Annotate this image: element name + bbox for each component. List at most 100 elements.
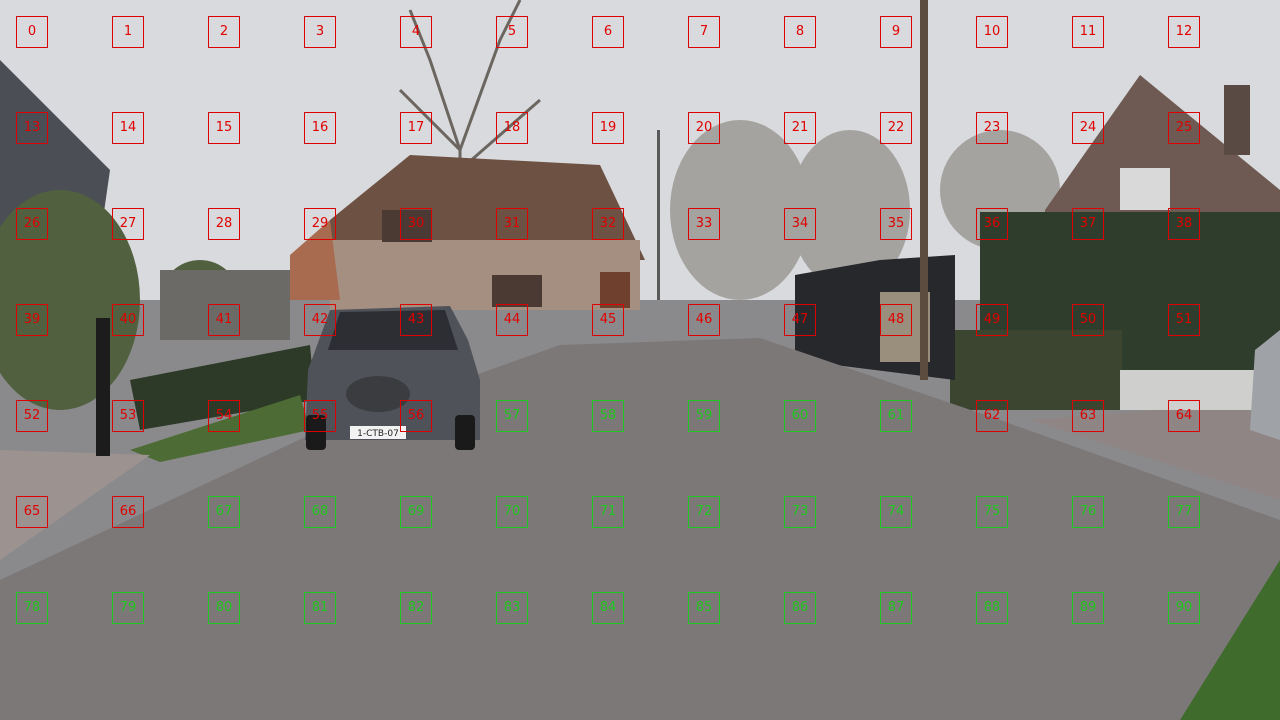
grid-cell-44[interactable]: 44 xyxy=(496,304,528,336)
grid-cell-83[interactable]: 83 xyxy=(496,592,528,624)
grid-cell-4[interactable]: 4 xyxy=(400,16,432,48)
black-post xyxy=(96,318,110,456)
grid-cell-0[interactable]: 0 xyxy=(16,16,48,48)
grid-cell-90[interactable]: 90 xyxy=(1168,592,1200,624)
grid-cell-33[interactable]: 33 xyxy=(688,208,720,240)
grid-cell-39[interactable]: 39 xyxy=(16,304,48,336)
grid-cell-7[interactable]: 7 xyxy=(688,16,720,48)
grid-cell-62[interactable]: 62 xyxy=(976,400,1008,432)
grid-cell-46[interactable]: 46 xyxy=(688,304,720,336)
grid-cell-73[interactable]: 73 xyxy=(784,496,816,528)
grid-cell-21[interactable]: 21 xyxy=(784,112,816,144)
grid-cell-48[interactable]: 48 xyxy=(880,304,912,336)
grid-cell-36[interactable]: 36 xyxy=(976,208,1008,240)
grid-cell-78[interactable]: 78 xyxy=(16,592,48,624)
grid-cell-79[interactable]: 79 xyxy=(112,592,144,624)
grid-cell-40[interactable]: 40 xyxy=(112,304,144,336)
grid-cell-28[interactable]: 28 xyxy=(208,208,240,240)
grid-cell-8[interactable]: 8 xyxy=(784,16,816,48)
grid-cell-31[interactable]: 31 xyxy=(496,208,528,240)
grid-cell-64[interactable]: 64 xyxy=(1168,400,1200,432)
grid-cell-59[interactable]: 59 xyxy=(688,400,720,432)
grid-cell-1[interactable]: 1 xyxy=(112,16,144,48)
grid-cell-56[interactable]: 56 xyxy=(400,400,432,432)
grid-cell-72[interactable]: 72 xyxy=(688,496,720,528)
grid-cell-20[interactable]: 20 xyxy=(688,112,720,144)
grid-cell-51[interactable]: 51 xyxy=(1168,304,1200,336)
grid-cell-61[interactable]: 61 xyxy=(880,400,912,432)
grid-cell-3[interactable]: 3 xyxy=(304,16,336,48)
grid-cell-32[interactable]: 32 xyxy=(592,208,624,240)
grid-cell-30[interactable]: 30 xyxy=(400,208,432,240)
grid-cell-55[interactable]: 55 xyxy=(304,400,336,432)
grid-cell-69[interactable]: 69 xyxy=(400,496,432,528)
grid-cell-47[interactable]: 47 xyxy=(784,304,816,336)
grid-cell-53[interactable]: 53 xyxy=(112,400,144,432)
grid-cell-27[interactable]: 27 xyxy=(112,208,144,240)
grid-cell-11[interactable]: 11 xyxy=(1072,16,1104,48)
grid-cell-68[interactable]: 68 xyxy=(304,496,336,528)
grid-cell-17[interactable]: 17 xyxy=(400,112,432,144)
grid-cell-70[interactable]: 70 xyxy=(496,496,528,528)
grid-cell-34[interactable]: 34 xyxy=(784,208,816,240)
grid-cell-23[interactable]: 23 xyxy=(976,112,1008,144)
grid-cell-49[interactable]: 49 xyxy=(976,304,1008,336)
bare-tree xyxy=(398,0,541,310)
right-low-hedge xyxy=(950,330,1122,410)
grid-cell-5[interactable]: 5 xyxy=(496,16,528,48)
grid-cell-14[interactable]: 14 xyxy=(112,112,144,144)
grid-cell-85[interactable]: 85 xyxy=(688,592,720,624)
grid-cell-38[interactable]: 38 xyxy=(1168,208,1200,240)
grid-cell-80[interactable]: 80 xyxy=(208,592,240,624)
grid-cell-71[interactable]: 71 xyxy=(592,496,624,528)
grid-cell-15[interactable]: 15 xyxy=(208,112,240,144)
grid-cell-43[interactable]: 43 xyxy=(400,304,432,336)
grid-cell-82[interactable]: 82 xyxy=(400,592,432,624)
grid-cell-10[interactable]: 10 xyxy=(976,16,1008,48)
grid-cell-75[interactable]: 75 xyxy=(976,496,1008,528)
utility-pole xyxy=(920,0,928,380)
grid-cell-13[interactable]: 13 xyxy=(16,112,48,144)
grid-cell-2[interactable]: 2 xyxy=(208,16,240,48)
grid-cell-84[interactable]: 84 xyxy=(592,592,624,624)
grid-cell-26[interactable]: 26 xyxy=(16,208,48,240)
grid-cell-89[interactable]: 89 xyxy=(1072,592,1104,624)
grid-cell-87[interactable]: 87 xyxy=(880,592,912,624)
grid-cell-22[interactable]: 22 xyxy=(880,112,912,144)
grid-cell-76[interactable]: 76 xyxy=(1072,496,1104,528)
grid-cell-25[interactable]: 25 xyxy=(1168,112,1200,144)
grid-cell-60[interactable]: 60 xyxy=(784,400,816,432)
grid-cell-50[interactable]: 50 xyxy=(1072,304,1104,336)
left-sidewalk xyxy=(0,450,150,560)
grid-cell-9[interactable]: 9 xyxy=(880,16,912,48)
right-sidewalk xyxy=(1030,400,1280,500)
grid-cell-52[interactable]: 52 xyxy=(16,400,48,432)
grid-cell-6[interactable]: 6 xyxy=(592,16,624,48)
grid-cell-12[interactable]: 12 xyxy=(1168,16,1200,48)
grid-cell-54[interactable]: 54 xyxy=(208,400,240,432)
grid-cell-74[interactable]: 74 xyxy=(880,496,912,528)
grid-cell-81[interactable]: 81 xyxy=(304,592,336,624)
grid-cell-18[interactable]: 18 xyxy=(496,112,528,144)
grid-cell-67[interactable]: 67 xyxy=(208,496,240,528)
grid-cell-41[interactable]: 41 xyxy=(208,304,240,336)
grid-cell-77[interactable]: 77 xyxy=(1168,496,1200,528)
grid-cell-58[interactable]: 58 xyxy=(592,400,624,432)
grid-cell-24[interactable]: 24 xyxy=(1072,112,1104,144)
grid-cell-37[interactable]: 37 xyxy=(1072,208,1104,240)
grid-cell-57[interactable]: 57 xyxy=(496,400,528,432)
grid-cell-42[interactable]: 42 xyxy=(304,304,336,336)
grid-cell-19[interactable]: 19 xyxy=(592,112,624,144)
left-hedge xyxy=(130,345,315,430)
grid-cell-88[interactable]: 88 xyxy=(976,592,1008,624)
grid-cell-45[interactable]: 45 xyxy=(592,304,624,336)
grid-cell-35[interactable]: 35 xyxy=(880,208,912,240)
grid-cell-65[interactable]: 65 xyxy=(16,496,48,528)
grid-cell-86[interactable]: 86 xyxy=(784,592,816,624)
grid-cell-63[interactable]: 63 xyxy=(1072,400,1104,432)
grid-cell-29[interactable]: 29 xyxy=(304,208,336,240)
grid-cell-66[interactable]: 66 xyxy=(112,496,144,528)
left-lawn xyxy=(130,395,310,462)
grid-cell-16[interactable]: 16 xyxy=(304,112,336,144)
